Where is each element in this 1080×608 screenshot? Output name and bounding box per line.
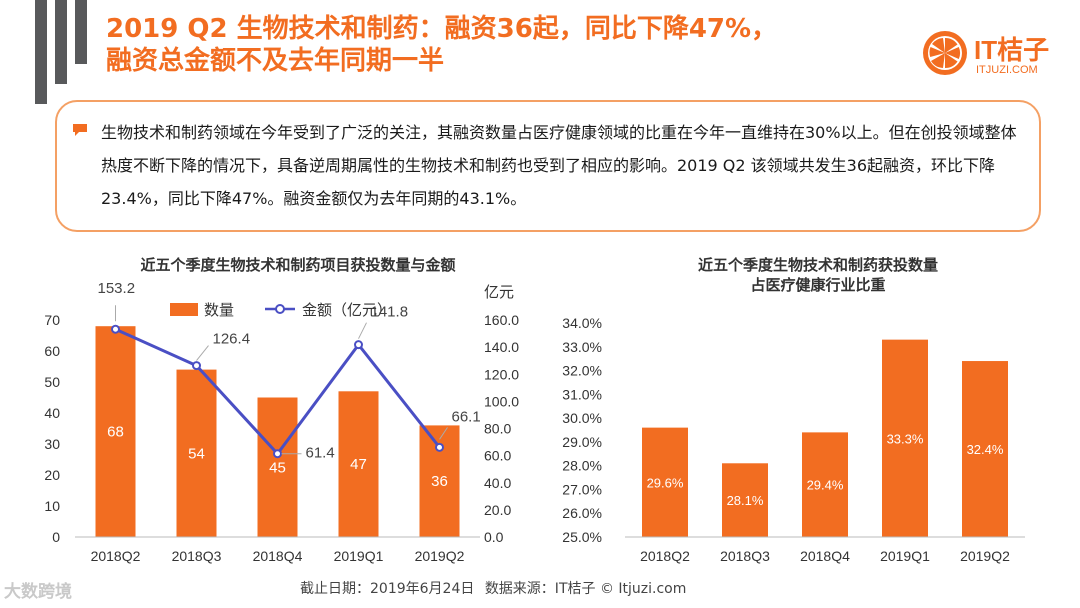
count-bar-label: 45 bbox=[269, 459, 286, 476]
page-title: 2019 Q2 生物技术和制药：融资36起，同比下降47%， 融资总金额不及去年… bbox=[106, 13, 896, 77]
title-line-2: 融资总金额不及去年同期一半 bbox=[106, 46, 445, 76]
legend-count-label: 数量 bbox=[204, 302, 234, 319]
right-y-tick: 60.0 bbox=[484, 448, 511, 464]
chart2-subtitle: 占医疗健康行业比重 bbox=[750, 276, 885, 294]
count-bar-label: 47 bbox=[350, 456, 367, 473]
count-bar bbox=[176, 369, 217, 537]
share-y-tick: 25.0% bbox=[562, 529, 602, 545]
amount-point bbox=[192, 361, 201, 371]
left-y-tick: 60 bbox=[44, 343, 60, 359]
left-y-tick: 20 bbox=[44, 467, 60, 483]
share-chart: 近五个季度生物技术和制药获投数量 占医疗健康行业比重 29.6% 2018Q2 28… bbox=[562, 256, 1025, 564]
right-y-tick: 20.0 bbox=[484, 502, 511, 518]
share-bar bbox=[722, 463, 768, 537]
amount-point bbox=[111, 324, 120, 334]
count-bar-label: 54 bbox=[188, 445, 205, 462]
left-y-tick: 0 bbox=[52, 529, 60, 545]
orange-slice-icon bbox=[923, 31, 967, 75]
x-category-label: 2019Q1 bbox=[880, 548, 930, 564]
footer-source: 数据来源：IT桔子 © Itjuzi.com bbox=[484, 581, 687, 597]
amount-point-label: 66.1 bbox=[452, 408, 481, 425]
amount-point bbox=[273, 449, 282, 459]
right-y-tick: 120.0 bbox=[484, 366, 519, 382]
decor-bar-3 bbox=[75, 0, 87, 64]
amount-point bbox=[354, 340, 363, 350]
summary-text: 生物技术和制药领域在今年受到了广泛的关注，其融资数量占医疗健康领域的比重在今年一… bbox=[101, 123, 1017, 208]
x-category-label: 2018Q2 bbox=[91, 548, 141, 564]
x-category-label: 2018Q2 bbox=[640, 548, 690, 564]
amount-point-label: 61.4 bbox=[306, 445, 335, 462]
count-bar bbox=[257, 397, 298, 537]
decor-bar-1 bbox=[35, 0, 47, 104]
right-axis-unit: 亿元 bbox=[484, 284, 514, 301]
share-y-tick: 30.0% bbox=[562, 410, 602, 426]
right-y-tick: 140.0 bbox=[484, 339, 519, 355]
share-bar-label: 29.4% bbox=[807, 478, 844, 493]
share-y-tick: 31.0% bbox=[562, 386, 602, 402]
count-bar bbox=[95, 326, 136, 537]
decor-bar-2 bbox=[55, 0, 67, 84]
count-amount-chart: 近五个季度生物技术和制药项目获投数量与金额 数量 金额（亿元） 亿元 68201… bbox=[44, 256, 519, 564]
left-y-tick: 30 bbox=[44, 436, 60, 452]
share-bar bbox=[642, 427, 688, 537]
legend-amount-marker bbox=[275, 304, 285, 314]
left-y-tick: 10 bbox=[44, 498, 60, 514]
title-line-1: 2019 Q2 生物技术和制药：融资36起，同比下降47%， bbox=[106, 14, 778, 44]
right-y-tick: 100.0 bbox=[484, 393, 519, 409]
share-y-tick: 28.0% bbox=[562, 458, 602, 474]
chart1-title: 近五个季度生物技术和制药项目获投数量与金额 bbox=[140, 256, 455, 274]
share-bar-label: 29.6% bbox=[647, 475, 684, 490]
x-category-label: 2018Q4 bbox=[253, 548, 303, 564]
logo-name: IT桔子 bbox=[974, 35, 1050, 65]
chart2-title: 近五个季度生物技术和制药获投数量 bbox=[698, 256, 938, 274]
amount-point-label: 141.8 bbox=[371, 304, 409, 321]
amount-point-label: 126.4 bbox=[213, 331, 251, 348]
x-category-label: 2018Q3 bbox=[172, 548, 222, 564]
chat-bubble-icon bbox=[73, 124, 87, 136]
x-category-label: 2018Q4 bbox=[800, 548, 850, 564]
left-y-tick: 70 bbox=[44, 312, 60, 328]
share-y-tick: 26.0% bbox=[562, 505, 602, 521]
legend-amount-label: 金额（亿元） bbox=[302, 302, 392, 319]
share-bar-label: 28.1% bbox=[727, 493, 764, 508]
left-y-tick: 40 bbox=[44, 405, 60, 421]
amount-point-label: 153.2 bbox=[98, 280, 136, 297]
count-bar-label: 36 bbox=[431, 473, 448, 490]
right-y-tick: 80.0 bbox=[484, 421, 511, 437]
itjuzi-logo: IT桔子 ITJUZI.COM bbox=[922, 30, 1062, 82]
footer: 截止日期：2019年6月24日 数据来源：IT桔子 © Itjuzi.com bbox=[300, 578, 692, 598]
right-y-tick: 160.0 bbox=[484, 312, 519, 328]
share-y-tick: 27.0% bbox=[562, 481, 602, 497]
share-bar bbox=[962, 361, 1008, 537]
watermark: 大数跨境 bbox=[4, 582, 72, 602]
count-bar-label: 68 bbox=[107, 424, 124, 441]
legend-count-swatch bbox=[170, 303, 198, 316]
amount-label-leader bbox=[196, 345, 209, 361]
count-bar bbox=[338, 391, 379, 537]
share-bar-label: 32.4% bbox=[967, 442, 1004, 457]
share-bar bbox=[882, 339, 928, 537]
footer-date: 截止日期：2019年6月24日 bbox=[300, 581, 475, 597]
chart1-legend: 数量 金额（亿元） bbox=[170, 302, 392, 319]
amount-point bbox=[435, 442, 444, 452]
right-y-tick: 0.0 bbox=[484, 529, 504, 545]
share-y-tick: 32.0% bbox=[562, 363, 602, 379]
share-bar bbox=[802, 432, 848, 537]
share-y-tick: 29.0% bbox=[562, 434, 602, 450]
left-y-tick: 50 bbox=[44, 374, 60, 390]
x-category-label: 2018Q3 bbox=[720, 548, 770, 564]
amount-label-leader bbox=[439, 427, 448, 440]
x-category-label: 2019Q2 bbox=[415, 548, 465, 564]
share-y-tick: 34.0% bbox=[562, 315, 602, 331]
summary-box: 生物技术和制药领域在今年受到了广泛的关注，其融资数量占医疗健康领域的比重在今年一… bbox=[55, 100, 1041, 232]
x-category-label: 2019Q1 bbox=[334, 548, 384, 564]
right-y-tick: 40.0 bbox=[484, 475, 511, 491]
x-category-label: 2019Q2 bbox=[960, 548, 1010, 564]
share-y-tick: 33.0% bbox=[562, 339, 602, 355]
logo-url: ITJUZI.COM bbox=[976, 64, 1038, 76]
amount-label-leader bbox=[358, 322, 367, 339]
share-bar-label: 33.3% bbox=[887, 431, 924, 446]
